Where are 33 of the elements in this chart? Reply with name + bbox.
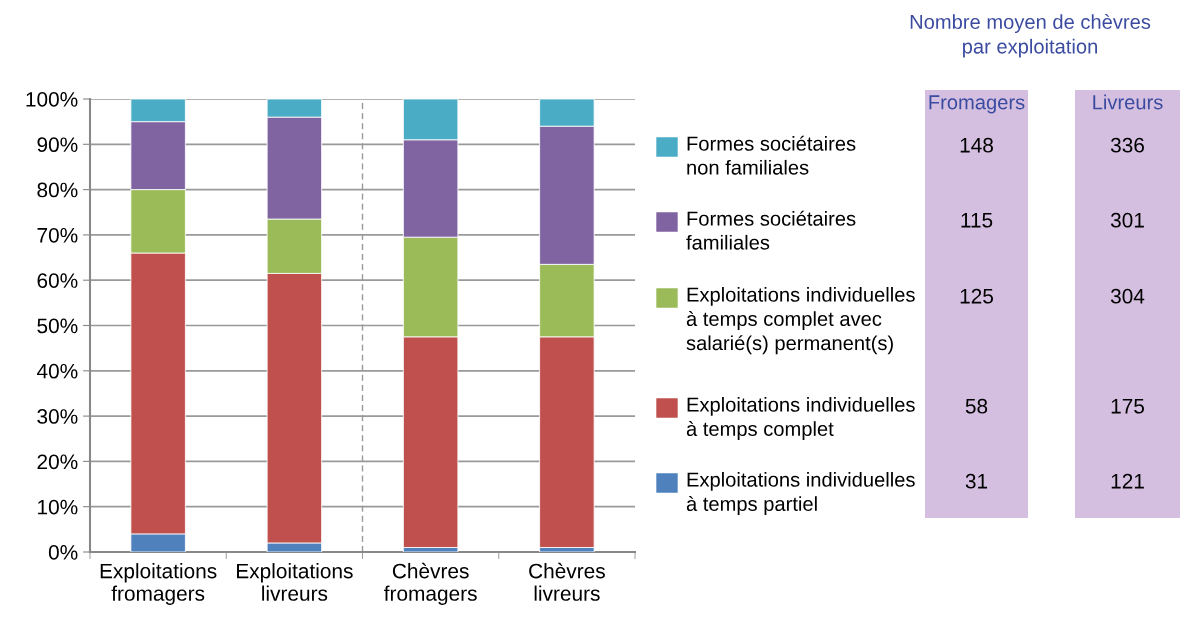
x-tick-label: Chèvres fromagers — [384, 562, 477, 605]
text: 148 — [960, 137, 993, 153]
text: 301 — [1110, 212, 1144, 228]
text: Livreurs — [1093, 94, 1163, 110]
y-tick-label: 80% — [37, 182, 78, 198]
text: 304 — [1110, 288, 1145, 304]
text: 125 — [960, 288, 994, 304]
y-tick-label: 60% — [37, 273, 78, 288]
y-tick-label: 0% — [48, 545, 78, 560]
text: 175 — [1111, 399, 1145, 414]
x-tick-label: Exploitations fromagers — [100, 563, 217, 605]
text: 336 — [1110, 137, 1144, 153]
legend-label: Exploitations individuelles à temps partiel — [686, 472, 915, 515]
text: 115 — [961, 213, 993, 228]
legend-label: Exploitations individuelles à temps complet — [686, 397, 915, 440]
y-tick-label: 50% — [37, 318, 78, 334]
x-tick-label: Chèvres livreurs — [529, 562, 605, 601]
legend-label: Formes sociétaires non familiales — [687, 135, 856, 175]
y-tick-label: 10% — [38, 499, 78, 515]
legend-label: Formes sociétaires familiales — [686, 210, 856, 250]
y-tick-label: 70% — [37, 227, 78, 243]
legend-label: Exploitations individuelles à temps complet avec salarié(s) permanent(s) — [686, 287, 915, 355]
text: Fromagers — [929, 95, 1025, 114]
text: 31 — [965, 473, 988, 489]
text: 121 — [1111, 473, 1144, 489]
text: Nombre moyen de chèvres par exploitation — [910, 14, 1151, 58]
y-tick-label: 20% — [37, 454, 78, 470]
y-tick-label: 100% — [26, 92, 78, 107]
x-tick-label: Exploitations livreurs — [237, 563, 353, 601]
y-tick-label: 30% — [37, 409, 78, 424]
y-tick-label: 40% — [36, 363, 78, 379]
y-tick-label: 90% — [37, 137, 78, 153]
text: 58 — [965, 398, 988, 414]
